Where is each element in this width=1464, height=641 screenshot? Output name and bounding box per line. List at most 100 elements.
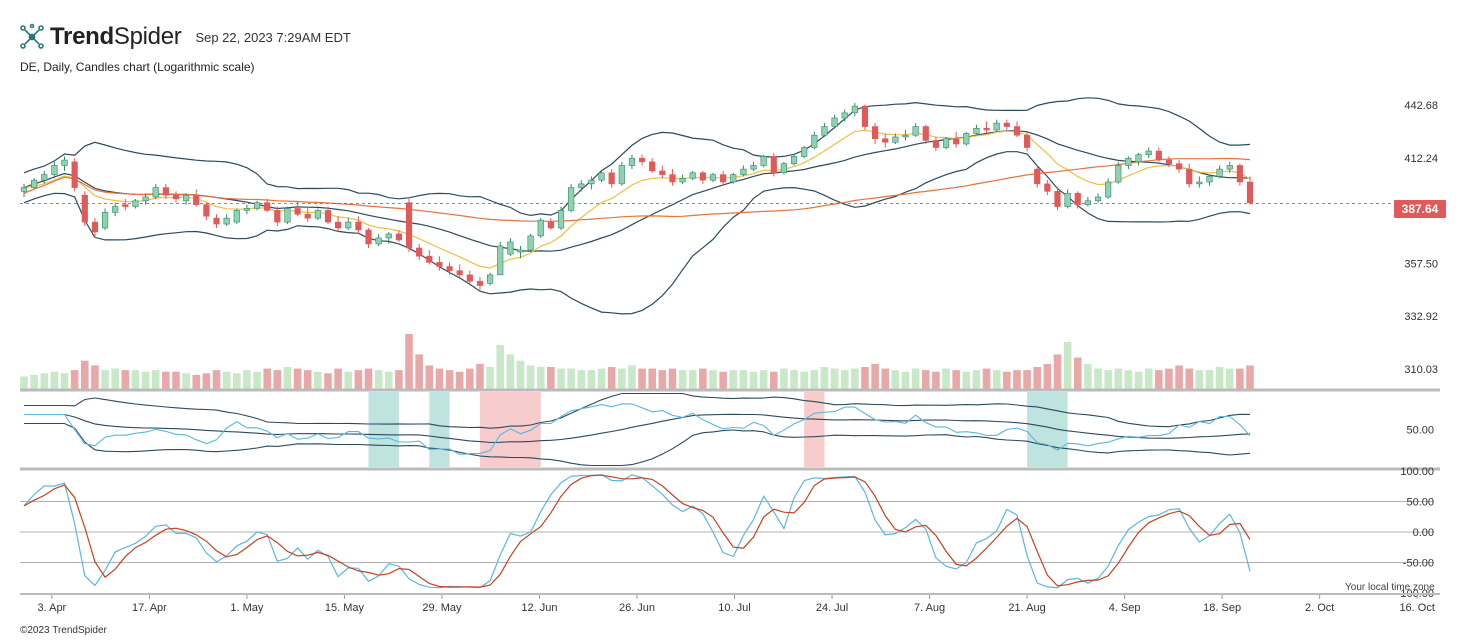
candle-body [628,157,636,166]
volume-bar [121,370,130,389]
candle-body [1054,191,1061,207]
candle-body [1175,163,1183,170]
volume-bar [111,368,119,389]
volume-bar [486,367,494,389]
candle-body [811,134,818,148]
candle-body [902,134,909,138]
candle-body [709,174,717,181]
candle-body [689,172,696,179]
volume-bar [324,373,332,389]
candle-body [1186,168,1193,185]
candle-body [750,165,757,170]
candle-body [243,208,250,211]
volume-bar [547,367,555,389]
candle-body [486,274,494,284]
volume-bar [20,376,28,389]
candle-body [1094,196,1102,202]
candle-body [851,105,858,114]
volume-bar [60,373,69,389]
volume-bar [688,370,697,389]
candle-body [983,127,990,131]
volume-bar [435,368,444,389]
candle-body [375,237,382,245]
candle-body [760,156,767,166]
volume-bar [314,371,322,389]
volume-bar [780,368,788,389]
candle-body [1216,168,1223,177]
volume-bar [1023,370,1031,389]
candle-body [264,202,271,211]
last-price-tag: 387.64 [1394,200,1446,218]
candle-body [1044,183,1051,192]
candle-body [932,140,939,148]
volume-bar [769,371,778,389]
candle-body [152,187,159,198]
volume-bar [212,370,221,389]
volume-bar [182,373,190,389]
trendspider-logo[interactable]: TrendSpider [18,23,182,51]
candle-body [892,136,899,143]
volume-bar [749,371,758,389]
volume-bar [395,370,403,389]
chart-timestamp: Sep 22, 2023 7:29AM EDT [195,29,351,45]
slow-moving-average-line [23,157,1251,222]
candle-body [1084,200,1091,205]
candle-body [669,174,676,183]
volume-bar [1033,367,1042,389]
x-axis-tick-label: 15. May [325,602,365,614]
candle-body [1206,176,1213,183]
volume-bar [597,368,606,389]
candle-body [740,168,747,175]
volume-bar [172,371,180,389]
candle-body [1034,168,1041,185]
candle-body [720,174,727,183]
candle-body [922,126,929,141]
candle-body [446,266,453,271]
candle-body [608,172,615,185]
volume-bar [729,370,738,389]
volume-bar [952,370,960,389]
candle-body [1064,192,1071,207]
candle-body [436,262,443,267]
volume-bar [739,370,748,389]
x-axis-tick-label: 26. Jun [619,602,655,614]
candle-body [172,194,180,200]
x-axis-tick-label: 3. Apr [37,602,66,614]
signal-zone [368,392,399,467]
volume-bar [405,334,413,389]
candle-body [162,187,169,196]
candle-body [618,165,625,185]
header: TrendSpider Sep 22, 2023 7:29AM EDT [18,20,351,54]
candle-body [1145,150,1152,155]
volume-bar [496,345,505,389]
volume-bar [1165,368,1173,389]
candle-body [1196,181,1203,185]
volume-bar [972,370,981,389]
x-axis-tick-label: 18. Sep [1203,602,1241,614]
volume-bar [1195,370,1204,389]
volume-bar [526,365,535,389]
volume-bar [607,367,616,389]
volume-bar [1124,370,1133,389]
volume-bar [536,367,545,389]
volume-bar [384,371,393,389]
volume-bar [344,371,353,389]
x-axis-tick-label: 2. Oct [1305,602,1334,614]
volume-bar [273,370,282,389]
x-axis-tick-label: 10. Jul [718,602,750,614]
candle-body [679,177,686,183]
volume-bar [1073,357,1082,389]
x-axis-tick-label: 21. Aug [1008,602,1045,614]
volume-bar [587,370,596,389]
volume-bar [800,371,808,389]
volume-bar [942,368,950,389]
volume-bar [810,370,819,389]
volume-bar [334,368,342,389]
volume-bar [81,360,89,389]
x-axis-tick-label: 12. Jun [521,602,557,614]
volume-bar [1205,370,1214,389]
candle-body [1074,192,1081,205]
candle-body [730,174,737,183]
volume-bar [425,365,434,389]
